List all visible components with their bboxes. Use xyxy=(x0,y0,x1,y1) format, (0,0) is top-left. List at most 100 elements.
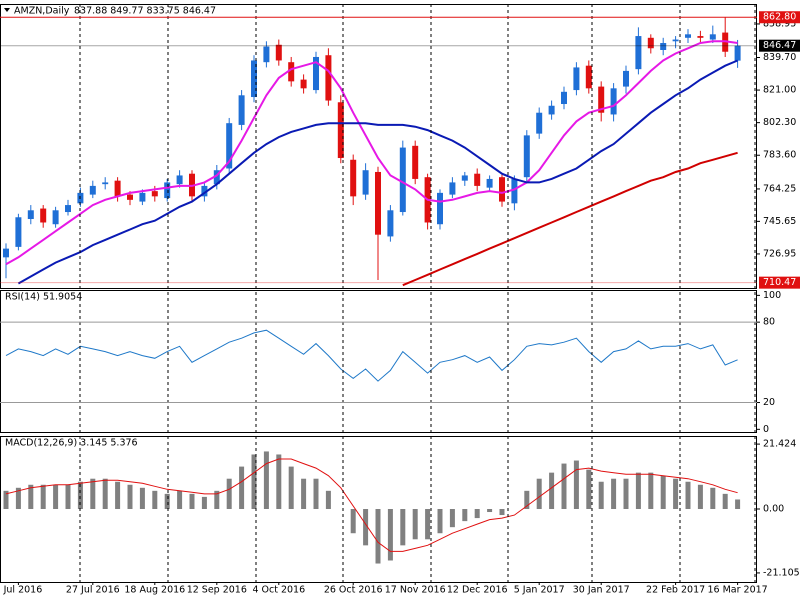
candle-body xyxy=(412,145,419,179)
candle-body xyxy=(40,208,47,223)
price-level-label: 846.47 xyxy=(763,40,796,51)
x-tick-label: 30 Jan 2017 xyxy=(573,585,630,596)
macd-bar xyxy=(3,490,9,509)
candle-body xyxy=(536,112,543,134)
candle-body xyxy=(201,185,208,197)
price-level-box xyxy=(759,276,800,289)
x-tick-label: 16 Mar 2017 xyxy=(707,585,767,596)
candle-body xyxy=(548,105,555,115)
macd-bar xyxy=(313,478,319,509)
y-tick-label: 80 xyxy=(763,317,775,328)
macd-bar xyxy=(412,509,418,540)
candle-body xyxy=(647,37,654,49)
candle-body xyxy=(89,185,96,195)
candle-body xyxy=(387,210,394,237)
candle-body xyxy=(151,191,158,197)
candle-body xyxy=(685,34,691,38)
candle-body xyxy=(337,102,344,159)
candle-body xyxy=(660,43,667,50)
candle-body xyxy=(139,192,146,202)
macd-bar xyxy=(288,466,294,509)
candle-body xyxy=(275,44,282,61)
macd-bar xyxy=(474,509,480,519)
x-tick-label: 17 Nov 2016 xyxy=(385,585,446,596)
candle-body xyxy=(65,205,71,213)
macd-bar xyxy=(425,509,431,540)
x-tick-label: 22 Feb 2017 xyxy=(646,585,705,596)
macd-signal xyxy=(5,458,738,552)
macd-bar xyxy=(102,478,108,509)
macd-panel xyxy=(0,436,757,583)
macd-bar xyxy=(722,493,728,509)
candle-body xyxy=(226,123,233,169)
macd-bar xyxy=(536,478,542,509)
candle-body xyxy=(697,36,704,38)
macd-bar xyxy=(586,469,592,509)
macd-bar xyxy=(90,478,96,509)
moving-average xyxy=(17,59,738,285)
macd-bar xyxy=(375,509,381,564)
candle-body xyxy=(573,67,580,91)
panel-subtitle: 837.88 849.77 833.75 846.47 xyxy=(74,6,216,17)
y-tick-label: 858.95 xyxy=(763,18,796,29)
macd-bar xyxy=(573,460,579,509)
y-tick-label: 764.25 xyxy=(763,183,796,194)
candle-body xyxy=(635,36,642,70)
candle-body xyxy=(672,39,679,42)
macd-bar xyxy=(325,490,331,509)
x-tick-label: 5 Jan 2017 xyxy=(514,585,565,596)
candle-body xyxy=(127,194,133,200)
y-tick-label: 802.30 xyxy=(763,117,796,128)
y-tick-label: 0 xyxy=(763,424,769,435)
price-level-box xyxy=(759,39,800,52)
macd-bar xyxy=(65,484,71,509)
macd-bar xyxy=(449,509,455,528)
plot-area xyxy=(3,17,741,564)
candle-body xyxy=(499,177,505,202)
x-tick-label: 26 Oct 2016 xyxy=(324,585,383,596)
panel-title: MACD(12,26,9) 3.145 5.376 xyxy=(5,438,138,449)
macd-bar xyxy=(611,478,617,509)
candle-body xyxy=(102,182,109,185)
macd-bar xyxy=(487,509,493,513)
price-level-label: 862.80 xyxy=(763,12,796,23)
macd-bar xyxy=(363,509,369,546)
candle-body xyxy=(709,34,716,40)
candle-body xyxy=(399,147,406,213)
candle-body xyxy=(350,159,357,197)
macd-bar xyxy=(301,478,307,509)
y-tick-label: 0.00 xyxy=(763,504,784,515)
macd-bar xyxy=(350,509,356,534)
candle-body xyxy=(375,171,381,235)
x-tick-label: 18 Aug 2016 xyxy=(124,585,185,596)
candle-body xyxy=(176,175,183,185)
candle-body xyxy=(585,65,592,89)
macd-bar xyxy=(77,481,83,509)
y-tick-label: 20 xyxy=(763,397,775,408)
y-tick-label: -21.105 xyxy=(763,567,800,578)
macd-bar xyxy=(177,490,183,509)
candle-body xyxy=(734,45,741,61)
candle-body xyxy=(561,91,567,105)
candle-body xyxy=(362,170,369,195)
y-tick-label: 839.70 xyxy=(763,52,796,63)
macd-bar xyxy=(263,451,269,509)
candle-body xyxy=(288,62,295,82)
macd-bar xyxy=(115,481,121,509)
price-panel xyxy=(0,4,757,289)
macd-bar xyxy=(623,478,629,509)
macd-bar xyxy=(673,478,679,509)
macd-bar xyxy=(251,454,257,509)
macd-bar xyxy=(549,472,555,509)
rsi-line xyxy=(5,329,738,382)
macd-bar xyxy=(524,490,530,509)
candle-body xyxy=(449,182,456,195)
macd-bar xyxy=(437,509,443,534)
candle-body xyxy=(461,175,468,181)
candle-body xyxy=(213,170,220,185)
macd-bar xyxy=(28,484,34,509)
candle-body xyxy=(325,55,332,101)
dropdown-arrow xyxy=(4,8,10,12)
macd-bar xyxy=(635,472,641,509)
